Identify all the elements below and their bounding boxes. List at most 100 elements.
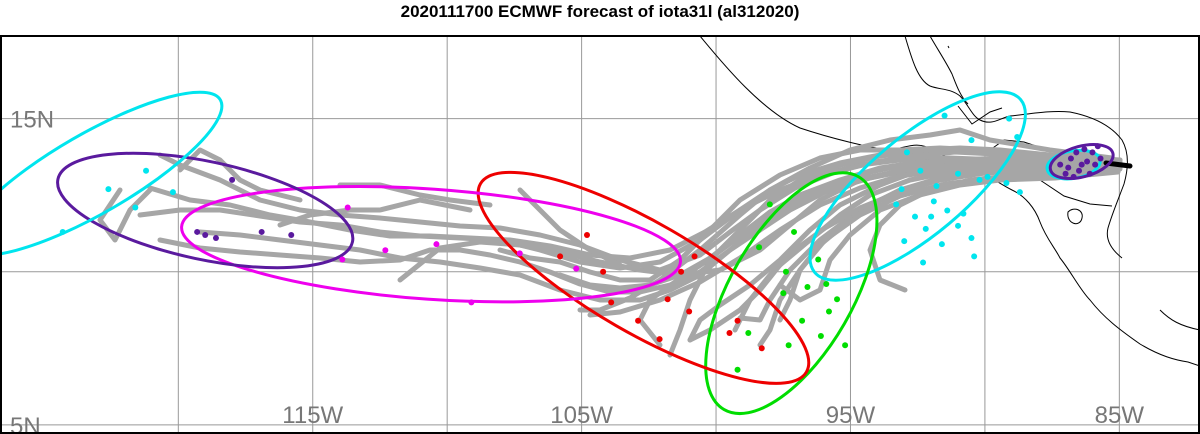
uncertainty-ellipses	[0, 90, 1115, 416]
forecast-point-1-4	[898, 186, 905, 193]
forecast-point-0-10	[1097, 155, 1104, 162]
coastline-mexico	[699, 36, 1200, 367]
forecast-point-0-5	[1081, 146, 1088, 153]
forecast-point-1-6	[955, 222, 962, 229]
lon-tick-label-1: 105W	[550, 402, 613, 429]
forecast-point-3-4	[664, 296, 671, 303]
forecast-point-1-1	[968, 137, 975, 144]
forecast-point-1-12	[955, 170, 962, 177]
forecast-point-2-8	[842, 342, 849, 349]
forecast-point-3-11	[734, 317, 741, 324]
forecast-point-1-18	[1003, 179, 1010, 186]
forecast-point-1-0	[941, 112, 948, 119]
coastline-yucatan	[904, 36, 1128, 259]
forecast-points	[59, 112, 1104, 373]
forecast-point-2-10	[745, 329, 752, 336]
forecast-point-3-12	[691, 253, 698, 260]
forecast-point-1-14	[893, 201, 900, 208]
track-25	[517, 187, 623, 268]
page-title: 2020111700 ECMWF forecast of iota31l (al…	[400, 2, 800, 21]
forecast-point-6-3	[169, 189, 176, 196]
forecast-point-1-8	[920, 259, 927, 266]
forecast-point-1-25	[1006, 115, 1013, 122]
forecast-point-2-6	[825, 308, 832, 315]
map-frame	[0, 35, 1200, 434]
coastline-panama	[1159, 309, 1200, 331]
forecast-point-2-4	[804, 284, 811, 291]
track-21	[277, 197, 473, 228]
forecast-point-0-8	[1062, 170, 1069, 177]
forecast-point-2-9	[785, 342, 792, 349]
forecast-point-0-14	[1057, 161, 1064, 168]
track-20	[732, 163, 1115, 333]
forecast-point-1-13	[922, 225, 929, 232]
forecast-point-1-17	[912, 213, 919, 220]
track-19	[147, 145, 1123, 261]
forecast-point-4-5	[344, 204, 351, 211]
forecast-point-3-1	[583, 232, 590, 238]
forecast-point-4-6	[573, 265, 580, 272]
forecast-point-4-2	[382, 247, 389, 254]
ellipse-magenta	[180, 185, 683, 304]
forecast-point-0-6	[1092, 161, 1099, 168]
forecast-point-1-24	[968, 235, 975, 242]
forecast-point-6-2	[59, 228, 66, 235]
forecast-point-0-11	[1078, 161, 1085, 168]
forecast-point-1-19	[1014, 134, 1021, 141]
forecast-point-2-5	[782, 268, 789, 275]
forecast-point-0-1	[1076, 167, 1083, 174]
border-nicaragua	[1039, 179, 1113, 207]
coastline-caribbean	[929, 36, 969, 105]
track-14	[157, 149, 1118, 273]
forecast-point-0-0	[1084, 158, 1091, 165]
forecast-point-3-10	[758, 345, 765, 352]
forecast-point-3-9	[678, 268, 685, 275]
ellipse-purple-early	[1048, 143, 1115, 181]
forecast-point-0-9	[1086, 170, 1093, 177]
forecast-point-2-13	[817, 333, 824, 340]
forecast-point-3-8	[656, 336, 663, 343]
track-18	[777, 167, 1118, 323]
gridlines	[0, 36, 1200, 434]
forecast-point-0-12	[1070, 173, 1077, 180]
forecast-point-0-2	[1067, 155, 1074, 162]
forecast-point-2-11	[734, 366, 741, 373]
forecast-point-3-6	[635, 317, 642, 324]
forecast-point-3-7	[726, 329, 733, 336]
forecast-point-1-3	[933, 183, 940, 190]
forecast-point-4-3	[339, 256, 346, 263]
lat-tick-label-1: 5N	[10, 413, 41, 434]
track-11	[867, 163, 1123, 293]
island-pacific	[947, 45, 950, 49]
tick-labels: 115W 105W 95W 85W 15N 5N	[10, 107, 1144, 434]
track-16	[637, 157, 1121, 348]
forecast-point-2-0	[766, 201, 773, 208]
forecast-point-5-0	[229, 176, 236, 183]
forecast-point-1-5	[928, 213, 935, 220]
forecast-point-0-4	[1065, 164, 1072, 171]
forecast-point-1-7	[901, 238, 908, 245]
lon-tick-label-2: 95W	[826, 402, 876, 429]
forecast-point-6-1	[105, 186, 112, 193]
forecast-point-1-9	[944, 207, 951, 214]
border-guatemala	[957, 105, 1003, 125]
lon-tick-label-3: 85W	[1095, 402, 1145, 429]
forecast-point-2-2	[815, 256, 822, 263]
forecast-point-5-4	[212, 235, 219, 242]
forecast-point-6-4	[132, 204, 139, 211]
ellipse-cyan-late	[0, 90, 224, 257]
lon-tick-label-0: 115W	[282, 402, 343, 429]
ellipse-green	[704, 171, 879, 416]
forecast-point-5-3	[194, 228, 201, 235]
ellipse-purple	[56, 151, 355, 270]
forecast-point-1-21	[1016, 189, 1023, 196]
forecast-point-3-5	[686, 308, 693, 315]
forecast-point-1-20	[971, 253, 978, 260]
forecast-point-4-4	[468, 299, 475, 306]
forecast-point-0-7	[1073, 149, 1080, 156]
forecast-point-3-3	[608, 299, 615, 306]
forecast-point-5-1	[258, 228, 265, 235]
forecast-point-3-2	[600, 268, 607, 275]
forecast-point-4-1	[516, 250, 523, 257]
